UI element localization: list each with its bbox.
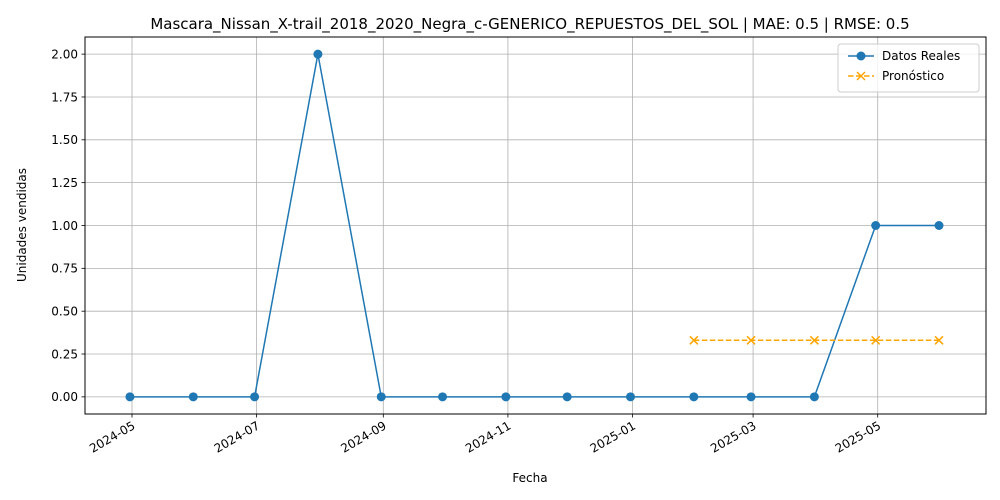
- data-point: [934, 221, 944, 230]
- legend-label-datos-reales: Datos Reales: [882, 49, 960, 63]
- legend-marker-datos-reales: [856, 51, 866, 61]
- y-axis-label: Unidades vendidas: [15, 168, 29, 282]
- data-point: [125, 392, 135, 402]
- forecast-point: [689, 335, 699, 345]
- data-point: [438, 392, 448, 402]
- y-tick-label: 0.75: [51, 262, 78, 276]
- y-tick-label: 2.00: [51, 47, 78, 61]
- forecast-point: [871, 335, 881, 345]
- y-tick-label: 1.75: [51, 90, 78, 104]
- y-tick-label: 0.50: [51, 304, 78, 318]
- chart-title: Mascara_Nissan_X-trail_2018_2020_Negra_c…: [150, 15, 909, 34]
- data-point: [250, 392, 260, 402]
- y-tick-label: 1.00: [51, 219, 78, 233]
- data-point: [871, 221, 881, 230]
- data-point: [376, 392, 386, 402]
- y-tick-label: 1.25: [51, 176, 78, 190]
- legend: Datos Reales Pronóstico: [837, 43, 980, 93]
- x-axis-label: Fecha: [512, 471, 547, 485]
- data-point: [626, 392, 636, 402]
- data-point: [562, 392, 572, 402]
- legend-label-pronostico: Pronóstico: [882, 69, 944, 83]
- forecast-point: [746, 335, 756, 345]
- grid-lines: [85, 37, 986, 414]
- data-point: [313, 49, 323, 59]
- legend-marker-pronostico: [856, 71, 866, 81]
- forecast-point: [809, 335, 819, 345]
- data-point: [188, 392, 198, 402]
- y-tick-label: 0.00: [51, 390, 78, 404]
- series-layer: [125, 49, 944, 402]
- y-tick-label: 1.50: [51, 133, 78, 147]
- data-point: [746, 392, 756, 402]
- forecast-point: [934, 335, 944, 345]
- y-axis: 0.00 0.25 0.50 0.75 1.00 1.25 1.50 1.75 2.00: [51, 47, 85, 404]
- y-tick-label: 0.25: [51, 347, 78, 361]
- data-point: [501, 392, 511, 402]
- data-point: [809, 392, 819, 402]
- data-point: [689, 392, 699, 402]
- series-line-0: [129, 53, 940, 398]
